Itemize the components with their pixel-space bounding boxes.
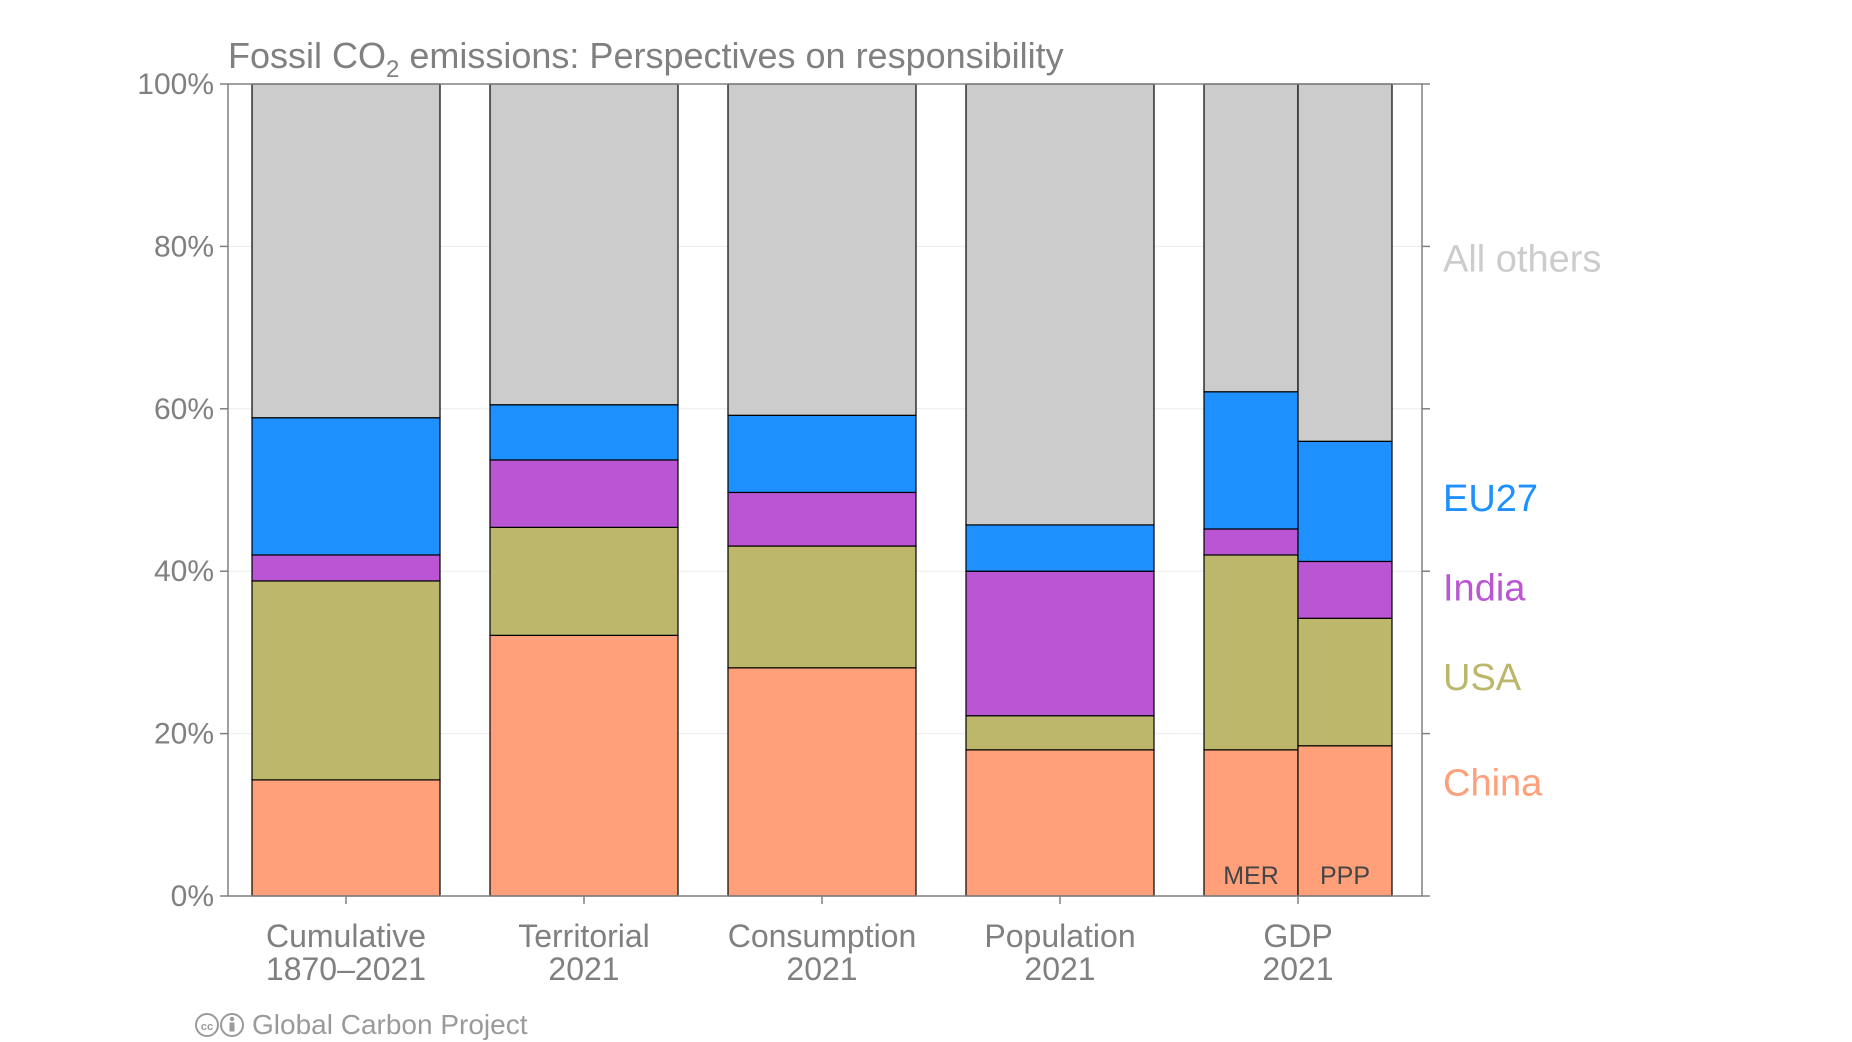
bar-segment-eu27 — [251, 417, 441, 556]
category-label: Consumption — [728, 918, 917, 954]
category-label-sub: 1870–2021 — [266, 951, 426, 987]
bar-segment-eu27 — [489, 404, 679, 461]
creative-commons-icon: cc — [195, 1013, 219, 1037]
legend-label-usa: USA — [1443, 657, 1522, 699]
bar-segment-usa — [965, 715, 1155, 751]
bar-segment-usa — [1203, 554, 1299, 751]
category-label: Population — [984, 918, 1135, 954]
bar-segment-all-others — [1297, 83, 1393, 442]
bar-segment-all-others — [965, 83, 1155, 526]
y-tick-label: 0% — [171, 880, 214, 913]
bar-sublabel: MER — [1223, 862, 1279, 890]
legend-label-all-others: All others — [1443, 239, 1601, 281]
y-tick-label: 40% — [154, 555, 214, 588]
svg-text:cc: cc — [201, 1021, 213, 1033]
bar-segment-usa — [251, 580, 441, 781]
category-label-sub: 2021 — [548, 951, 619, 987]
bar-segment-usa — [489, 526, 679, 636]
y-tick-label: 60% — [154, 393, 214, 426]
bar-segment-china — [727, 667, 917, 897]
y-tick-label: 100% — [137, 68, 214, 101]
category-label: Cumulative — [266, 918, 426, 954]
bar-segment-eu27 — [1203, 391, 1299, 530]
bar-segment-india — [251, 554, 441, 582]
bar-segment-india — [489, 459, 679, 528]
bar-segment-eu27 — [965, 524, 1155, 572]
bars — [251, 83, 1393, 897]
bar-segment-eu27 — [1297, 440, 1393, 563]
bar-segment-china — [489, 634, 679, 897]
bar-segment-all-others — [1203, 83, 1299, 393]
y-tick-label: 80% — [154, 230, 214, 263]
category-label-sub: 2021 — [1024, 951, 1095, 987]
bar-segment-india — [727, 491, 917, 547]
category-label-sub: 2021 — [786, 951, 857, 987]
axes — [220, 83, 1430, 904]
legend-label-india: India — [1443, 567, 1526, 609]
bar-segment-india — [965, 570, 1155, 717]
bar-segment-eu27 — [727, 414, 917, 494]
labels: Cumulative1870–2021Territorial2021Consum… — [137, 68, 1601, 987]
bar-sublabel: PPP — [1320, 862, 1370, 890]
category-label-sub: 2021 — [1262, 951, 1333, 987]
attribution-icon — [220, 1013, 244, 1037]
category-label: Territorial — [518, 918, 650, 954]
bar-segment-usa — [727, 545, 917, 669]
bar-segment-india — [1203, 528, 1299, 556]
legend-label-china: China — [1443, 762, 1543, 804]
bar-segment-china — [965, 749, 1155, 897]
bar-segment-usa — [1297, 617, 1393, 747]
y-tick-label: 20% — [154, 718, 214, 751]
credit: cc Global Carbon Project — [195, 1009, 528, 1040]
bar-segment-all-others — [251, 83, 441, 419]
credit-text: Global Carbon Project — [252, 1009, 528, 1040]
bar-segment-china — [1203, 749, 1299, 897]
legend-label-eu27: EU27 — [1443, 478, 1538, 520]
chart-title: Fossil CO2 emissions: Perspectives on re… — [228, 35, 1064, 83]
category-label: GDP — [1263, 918, 1332, 954]
bar-segment-india — [1297, 560, 1393, 619]
bar-segment-all-others — [489, 83, 679, 406]
bar-segment-china — [251, 779, 441, 897]
bar-segment-all-others — [727, 83, 917, 416]
